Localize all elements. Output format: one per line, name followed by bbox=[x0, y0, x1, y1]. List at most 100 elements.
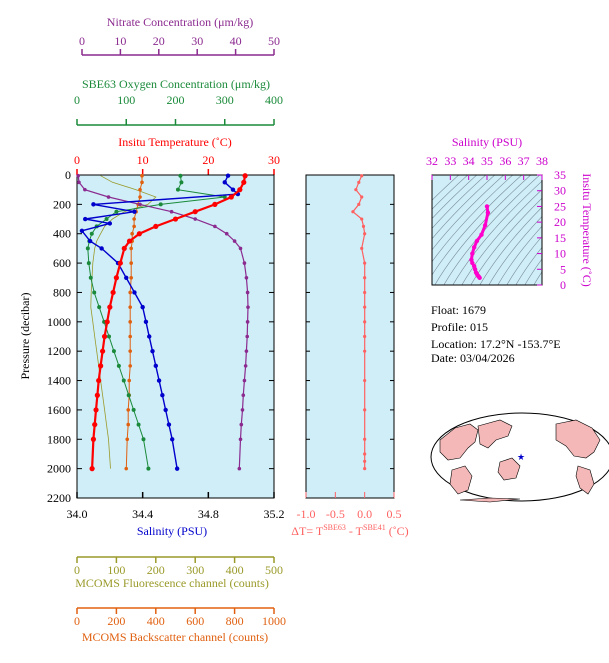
temperature-tick-label: 10 bbox=[137, 153, 149, 167]
fluorescence-tick-label: 300 bbox=[186, 563, 204, 577]
backscatter-point bbox=[127, 378, 132, 383]
oxygen-point bbox=[158, 202, 163, 207]
oxygen-point bbox=[86, 261, 91, 266]
isopycnal-curve bbox=[470, 197, 542, 285]
ts-point bbox=[484, 204, 490, 209]
ts-temperature-tick-label: 35 bbox=[554, 168, 566, 182]
temperature-point bbox=[121, 245, 127, 252]
oxygen-tick-label: 200 bbox=[167, 93, 185, 107]
oxygen-tick-label: 0 bbox=[74, 93, 80, 107]
ts-salinity-tick-label: 33 bbox=[444, 154, 456, 168]
nitrate-point bbox=[237, 466, 242, 471]
ts-temperature-tick-label: 20 bbox=[554, 215, 566, 229]
nitrate-point bbox=[241, 393, 246, 398]
backscatter-point bbox=[126, 408, 131, 412]
temperature-point bbox=[89, 466, 95, 472]
temperature-point bbox=[98, 363, 104, 369]
delta-t-point bbox=[363, 232, 367, 236]
temperature-tick-label: 20 bbox=[202, 153, 214, 167]
isopycnal-curve bbox=[434, 175, 532, 285]
ts-isopycnals bbox=[432, 175, 542, 285]
nitrate-point bbox=[242, 261, 247, 265]
pressure-tick-label: 200 bbox=[53, 197, 71, 211]
pressure-tick-label: 0 bbox=[65, 168, 71, 182]
nitrate-axis-label: Nitrate Concentration (μm/kg) bbox=[107, 15, 253, 29]
delta-t-point bbox=[354, 188, 358, 192]
delta-t-point bbox=[363, 290, 367, 295]
pressure-tick-label: 1400 bbox=[47, 374, 71, 388]
nitrate-point bbox=[240, 408, 245, 412]
temperature-point bbox=[172, 216, 179, 222]
fluorescence-tick-label: 500 bbox=[265, 563, 283, 577]
nitrate-point bbox=[83, 187, 87, 192]
oxygen-point bbox=[97, 305, 102, 310]
world-map: ★ bbox=[430, 412, 609, 503]
salinity-point bbox=[140, 304, 145, 310]
backscatter-point bbox=[128, 305, 132, 309]
salinity-point bbox=[150, 348, 155, 354]
delta-t-point bbox=[363, 334, 367, 339]
backscatter-point bbox=[129, 275, 133, 280]
fluorescence-tick-label: 100 bbox=[107, 563, 125, 577]
ts-plot-area bbox=[432, 175, 542, 285]
salinity-point bbox=[222, 180, 227, 185]
fluorescence-axis: 0 100 200 300 400 500 MCOMS Fluorescence chan… bbox=[74, 556, 283, 590]
temperature-point bbox=[100, 348, 106, 354]
delta-t-point bbox=[363, 261, 367, 265]
temperature-point bbox=[94, 392, 100, 398]
oxygen-point bbox=[126, 393, 131, 398]
nitrate-tick-label: 30 bbox=[191, 34, 203, 48]
oxygen-point bbox=[141, 437, 146, 442]
salinity-point bbox=[132, 209, 137, 214]
ts-point bbox=[471, 245, 477, 250]
delta-t-point bbox=[363, 320, 367, 324]
backscatter-point bbox=[126, 422, 131, 427]
ts-salinity-tick-label: 38 bbox=[536, 154, 548, 168]
nitrate-tick-label: 20 bbox=[153, 34, 165, 48]
temperature-point bbox=[228, 194, 234, 200]
backscatter-point bbox=[125, 437, 130, 442]
isopycnal-curve bbox=[432, 175, 487, 229]
ts-temperature-tick-label: 5 bbox=[560, 262, 566, 276]
nitrate-point bbox=[193, 217, 197, 221]
nitrate-point bbox=[242, 378, 247, 383]
temperature-tick-label: 0 bbox=[74, 153, 80, 167]
delta-t-point bbox=[357, 202, 361, 206]
salinity-point bbox=[99, 246, 104, 251]
temperature-point bbox=[242, 173, 248, 179]
temperature-point bbox=[90, 436, 97, 442]
oxygen-point bbox=[111, 349, 116, 354]
oxygen-tick-label: 100 bbox=[117, 93, 135, 107]
delta-t-tick-label: -0.5 bbox=[326, 507, 345, 521]
temperature-point bbox=[212, 201, 218, 207]
salinity-point bbox=[147, 334, 152, 339]
temperature-point bbox=[153, 223, 159, 229]
salinity-point bbox=[83, 216, 88, 222]
ts-salinity-tick-label: 34 bbox=[463, 154, 475, 168]
oxygen-point bbox=[104, 217, 109, 222]
delta-t-point bbox=[360, 217, 364, 221]
oxygen-point bbox=[178, 173, 183, 178]
delta-t-point bbox=[363, 305, 367, 309]
delta-t-plot-area bbox=[305, 174, 395, 499]
salinity-tick-label: 34.0 bbox=[67, 507, 88, 521]
oxygen-axis-label: SBE63 Oxygen Concentration (μm/kg) bbox=[82, 77, 270, 91]
salinity-point bbox=[156, 378, 162, 383]
float-location-marker: ★ bbox=[517, 453, 525, 463]
nitrate-point bbox=[243, 364, 248, 368]
salinity-axis: 34.0 34.4 34.8 35.2 Salinity (PSU) bbox=[67, 492, 285, 538]
ts-salinity-tick-label: 35 bbox=[481, 154, 493, 168]
delta-t-point bbox=[363, 349, 367, 353]
pressure-axis: 0 200 400 600 800 1000 1200 1400 1600 1800 2000 220… bbox=[47, 168, 274, 505]
nitrate-point bbox=[244, 275, 249, 280]
backscatter-tick-label: 400 bbox=[147, 614, 165, 628]
nitrate-point bbox=[245, 334, 250, 339]
ts-salinity-tick-label: 36 bbox=[499, 154, 511, 168]
nitrate-point bbox=[213, 224, 217, 229]
backscatter-point bbox=[129, 246, 133, 251]
delta-t-tick-label: -1.0 bbox=[297, 507, 316, 521]
pressure-tick-label: 600 bbox=[53, 256, 71, 270]
nitrate-point bbox=[238, 437, 243, 442]
isopycnal-curve bbox=[524, 258, 542, 285]
